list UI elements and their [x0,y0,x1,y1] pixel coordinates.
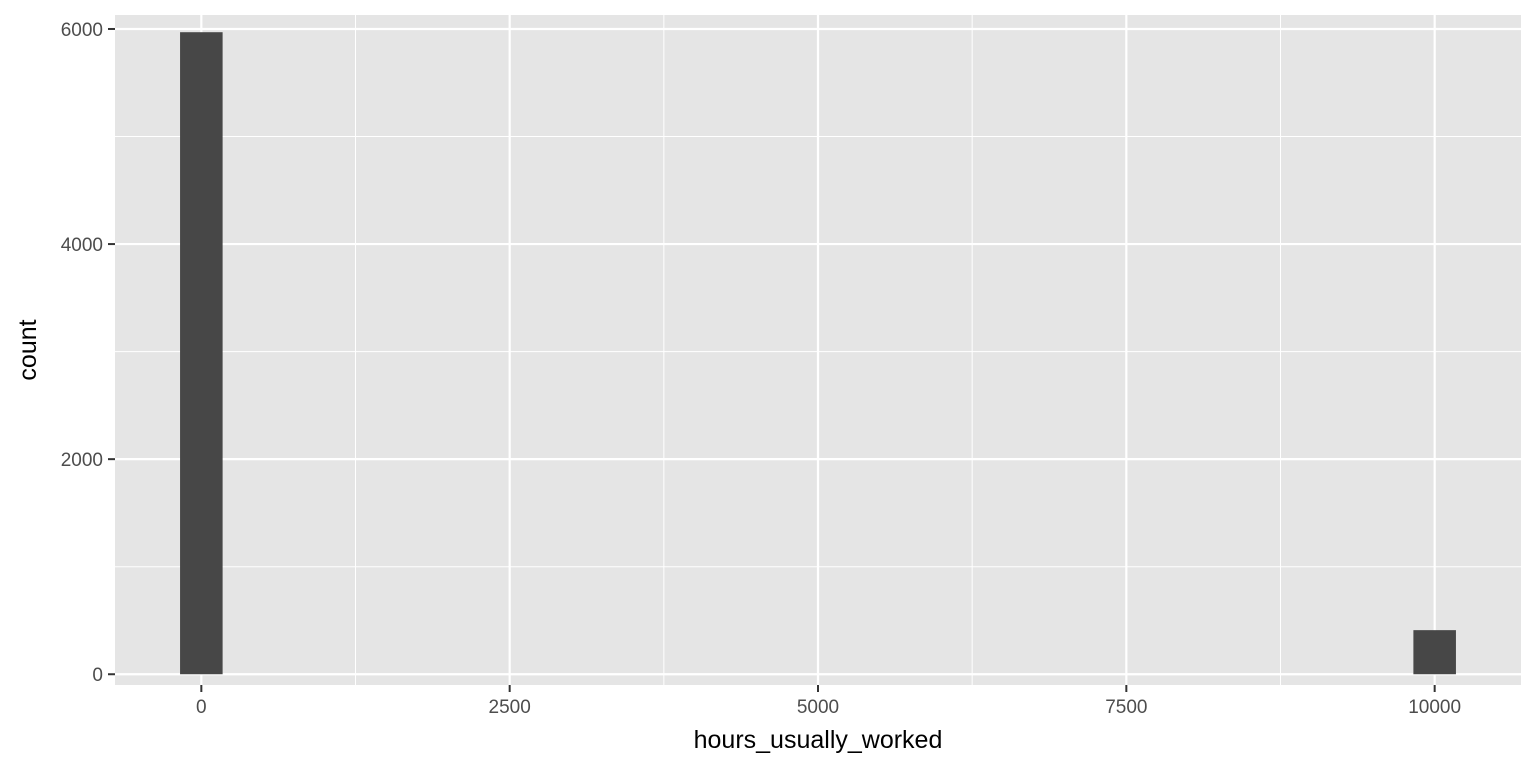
x-axis: 0 2500 5000 7500 10000 [196,685,1461,718]
x-tick-label: 10000 [1408,697,1461,718]
y-tick-label: 0 [92,665,103,686]
x-tick-label: 5000 [797,697,839,718]
x-axis-title: hours_usually_worked [694,726,943,754]
x-tick-label: 2500 [489,697,531,718]
histogram-bars [180,32,1456,675]
histogram-bar [1413,630,1456,675]
x-tick-label: 0 [196,697,207,718]
y-axis: 0 2000 4000 6000 [61,20,115,686]
histogram-bar [180,32,223,675]
y-tick-label: 2000 [61,450,103,471]
y-tick-label: 6000 [61,20,103,41]
y-axis-title: count [14,319,42,380]
x-tick-label: 7500 [1105,697,1147,718]
y-tick-label: 4000 [61,235,103,256]
